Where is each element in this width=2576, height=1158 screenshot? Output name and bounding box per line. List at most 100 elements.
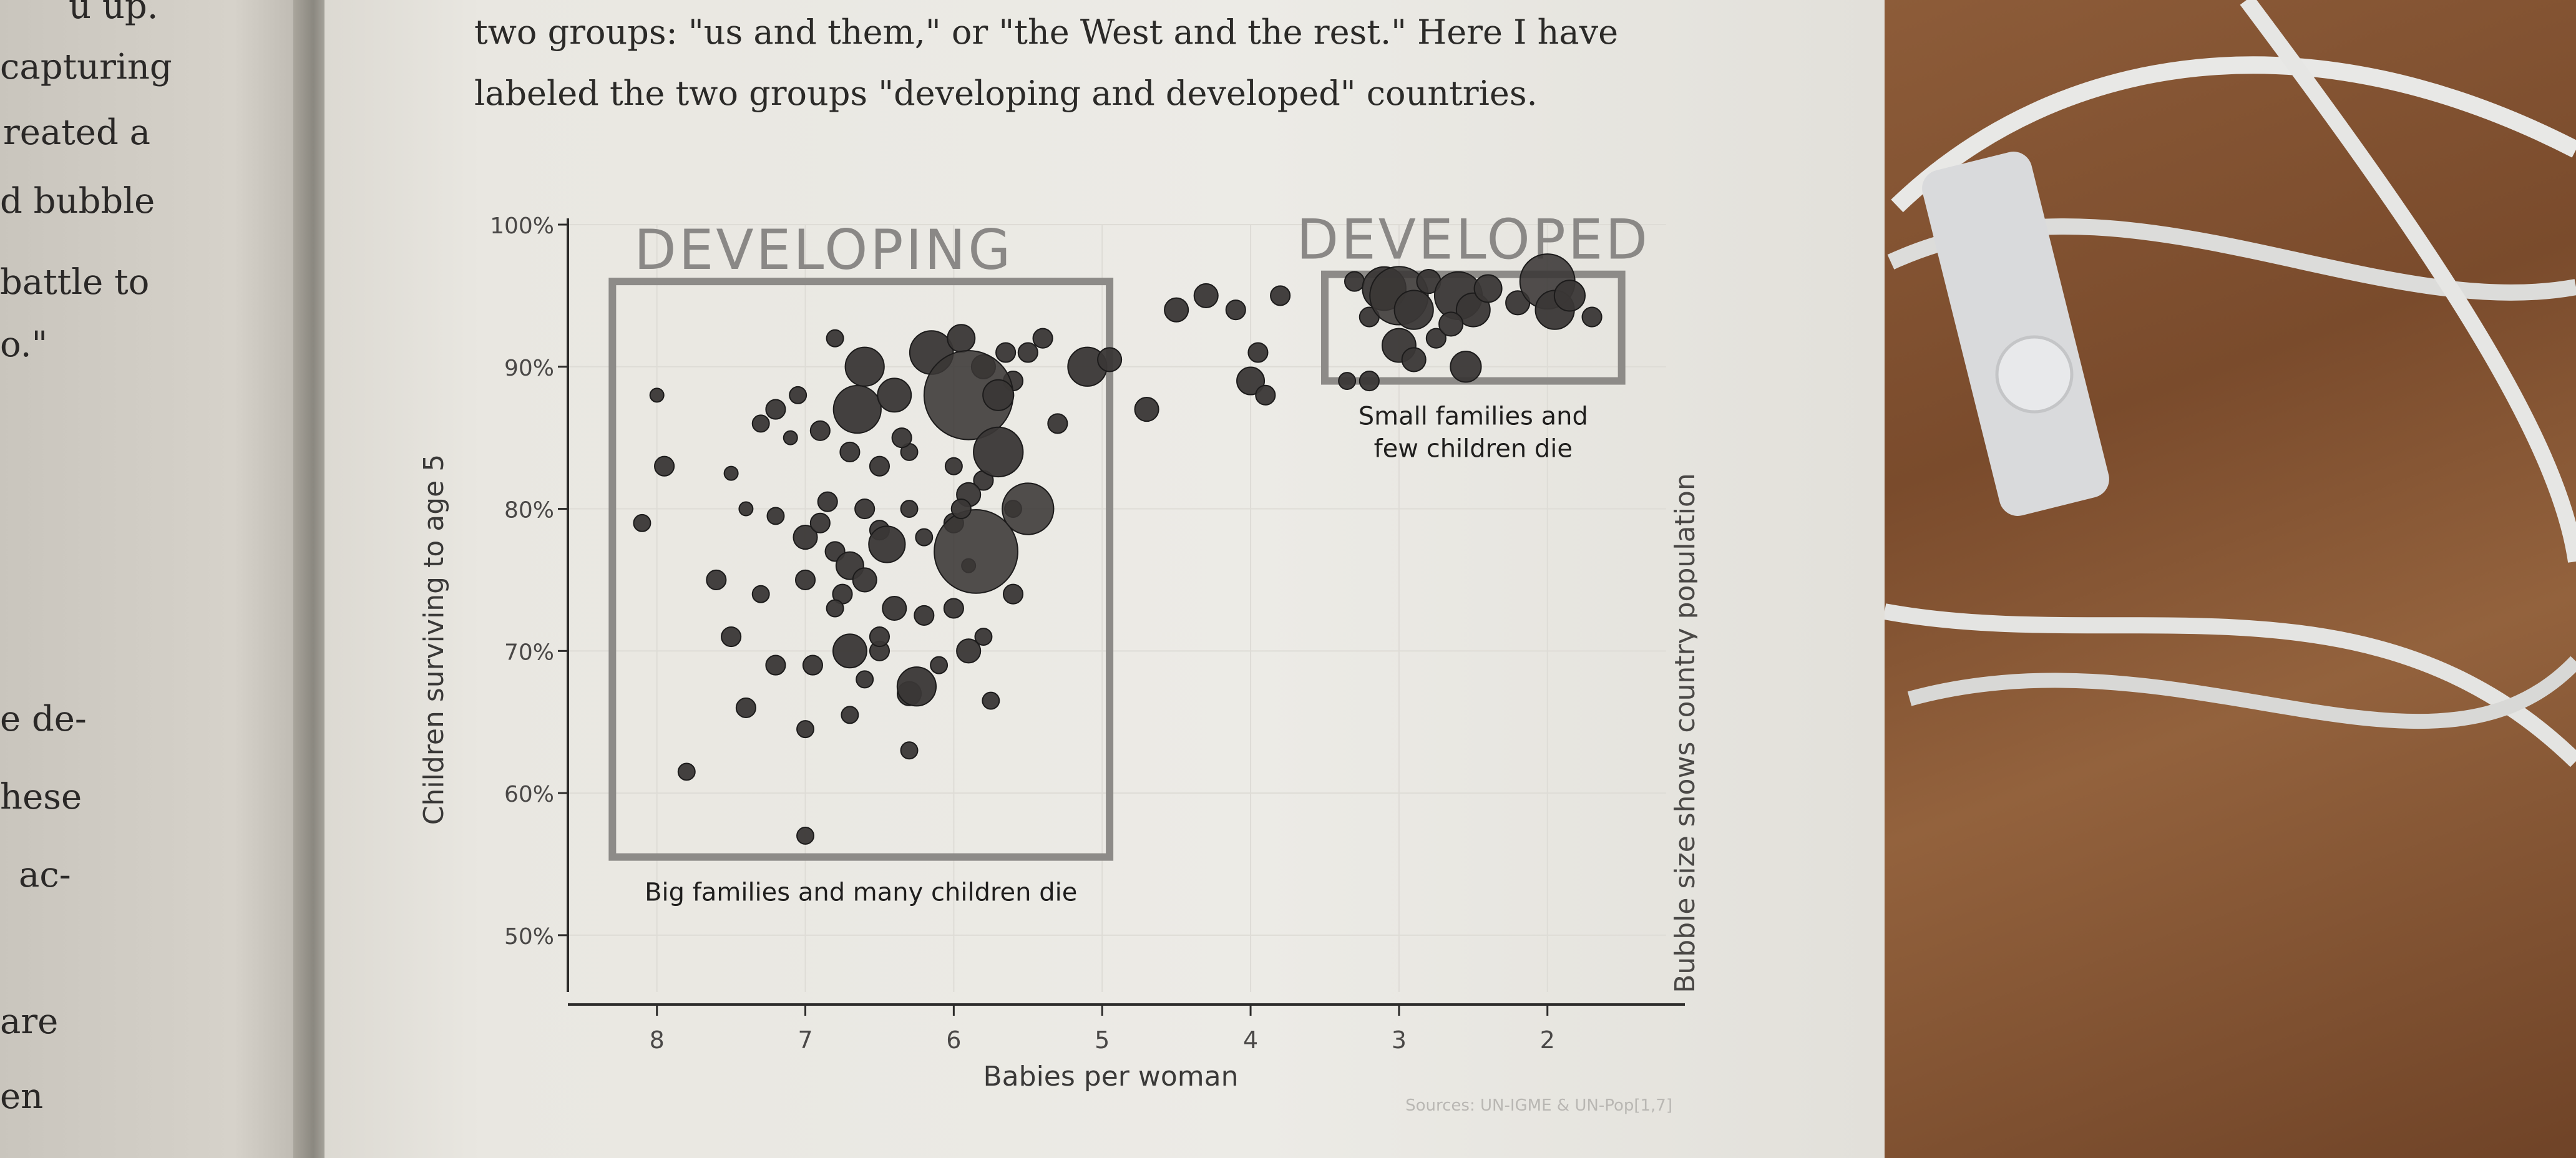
bubble-size-note: Bubble size shows country population: [1669, 473, 1697, 993]
y-tick-label-100: 100%: [490, 213, 554, 239]
data-point-80: [1134, 397, 1159, 422]
data-point-86: [1270, 285, 1291, 306]
left-page-line-7: e de-: [0, 699, 87, 739]
white-cable-icon: [1883, 0, 2576, 767]
data-point-45: [930, 656, 949, 674]
y-axis-label: Children surviving to age 5: [418, 454, 450, 825]
data-point-30: [738, 501, 754, 517]
y-tick-label-80: 80%: [504, 498, 554, 523]
body-text-line-1: two groups: "us and them," or "the West …: [474, 12, 1619, 52]
data-point-95: [1455, 292, 1491, 328]
data-point-38: [974, 628, 993, 646]
x-tick-label-2: 2: [1540, 1026, 1555, 1054]
data-point-44: [896, 666, 937, 707]
body-text-line-2: labeled the two groups "developing and d…: [474, 74, 1538, 113]
x-tick-label-8: 8: [650, 1026, 665, 1054]
x-axis-label: Babies per woman: [983, 1061, 1239, 1092]
data-point-84: [1236, 366, 1266, 396]
left-page-line-1: u up.: [69, 0, 159, 27]
data-point-78: [950, 498, 972, 520]
x-tick-label-3: 3: [1392, 1026, 1407, 1054]
y-tick-label-90: 90%: [504, 356, 554, 381]
data-point-29: [809, 512, 831, 533]
left-page-line-4: d bubble: [0, 181, 155, 221]
data-point-24: [915, 528, 934, 547]
data-point-4: [721, 626, 742, 648]
data-point-41: [832, 633, 867, 669]
data-point-64: [1032, 328, 1053, 349]
data-point-35: [882, 595, 907, 621]
y-tick-label-60: 60%: [504, 782, 554, 807]
data-points: [633, 253, 1603, 845]
data-point-54: [900, 741, 919, 760]
data-point-39: [1002, 583, 1024, 605]
data-point-75: [934, 508, 1018, 594]
data-point-58: [877, 377, 912, 413]
developed-group-caption-line-1: Small families and: [1359, 402, 1588, 431]
data-point-47: [982, 691, 1000, 710]
left-page-line-5: battle to: [0, 262, 150, 303]
x-tick-label-5: 5: [1095, 1026, 1110, 1054]
data-point-83: [1225, 299, 1246, 321]
data-point-17: [766, 507, 785, 525]
data-point-104: [1425, 328, 1447, 349]
data-point-2: [633, 513, 651, 532]
data-point-57: [844, 346, 885, 387]
data-point-108: [1338, 372, 1357, 391]
data-point-55: [826, 599, 844, 618]
data-point-31: [723, 465, 739, 481]
data-point-73: [973, 426, 1024, 478]
x-tick-label-6: 6: [946, 1026, 961, 1054]
data-point-3: [706, 569, 727, 591]
developing-group-title: DEVELOPING: [634, 218, 1013, 282]
data-point-0: [649, 387, 665, 403]
data-point-79: [1097, 347, 1123, 372]
data-point-8: [751, 414, 770, 433]
y-tick-label-70: 70%: [504, 640, 554, 665]
data-point-103: [1401, 347, 1427, 372]
data-point-9: [783, 430, 798, 445]
data-point-107: [1359, 370, 1380, 392]
data-point-101: [1581, 306, 1603, 328]
data-point-7: [796, 826, 815, 845]
x-tick-label-7: 7: [798, 1026, 812, 1054]
data-point-56: [832, 385, 882, 434]
developed-group-box: [1320, 270, 1626, 385]
developed-group-title: DEVELOPED: [1296, 208, 1650, 272]
data-point-76: [1002, 482, 1055, 535]
data-point-50: [869, 626, 890, 648]
axes: 50% 60% 70% 80% 90% 100% 8 7 6 5 4 3 2: [490, 213, 1685, 1054]
data-point-70: [765, 399, 786, 420]
data-point-87: [1247, 342, 1269, 363]
left-page-line-9: ac-: [19, 855, 71, 895]
data-point-21: [852, 567, 877, 593]
data-point-100: [1553, 280, 1586, 312]
data-point-81: [1164, 297, 1189, 323]
data-point-46: [956, 638, 982, 664]
left-page-line-3: reated a: [3, 112, 150, 153]
left-page-line-10: are: [0, 1001, 59, 1042]
left-page-line-8: hese: [0, 777, 82, 817]
data-point-74: [995, 342, 1017, 363]
left-page-line-6: o.": [0, 324, 48, 365]
data-point-60: [947, 324, 976, 353]
data-point-12: [869, 455, 890, 477]
data-point-92: [1393, 290, 1434, 330]
developing-group-caption: Big families and many children die: [645, 878, 1077, 907]
x-tick-label-4: 4: [1243, 1026, 1258, 1054]
book-page: [324, 0, 1885, 1158]
bubble-chart: DEVELOPING DEVELOPED Big families and ma…: [418, 208, 1697, 1115]
data-point-72: [982, 379, 1015, 411]
data-point-53: [841, 706, 859, 724]
developing-group-box: [608, 278, 1114, 861]
data-point-37: [943, 598, 964, 619]
data-point-106: [1438, 311, 1464, 337]
data-point-18: [793, 525, 818, 550]
data-point-27: [854, 498, 876, 520]
data-point-1: [654, 455, 675, 477]
data-point-49: [856, 670, 874, 689]
data-point-28: [817, 491, 838, 512]
left-page: [0, 0, 312, 1158]
data-point-11: [839, 441, 861, 463]
data-point-105: [1450, 351, 1482, 383]
